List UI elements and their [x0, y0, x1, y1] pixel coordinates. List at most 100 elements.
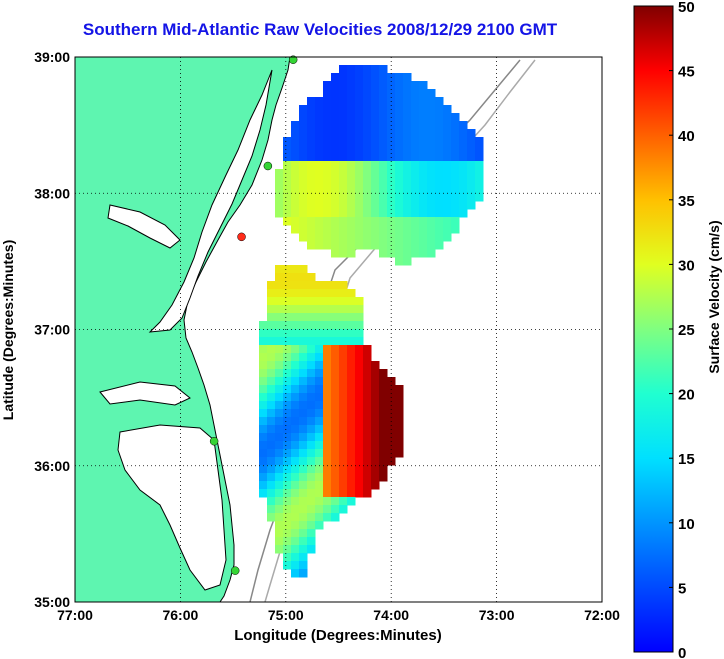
velocity-cell	[323, 417, 332, 426]
velocity-cell	[347, 441, 356, 450]
velocity-cell	[427, 105, 436, 114]
velocity-cell	[347, 177, 356, 186]
velocity-cell	[315, 289, 324, 298]
velocity-cell	[283, 281, 292, 290]
velocity-cell	[347, 153, 356, 162]
y-axis-label: Latitude (Degrees:Minutes)	[0, 240, 16, 420]
velocity-cell	[347, 121, 356, 130]
velocity-cell	[259, 457, 268, 466]
velocity-cell	[355, 297, 364, 306]
velocity-cell	[283, 137, 292, 146]
velocity-cell	[355, 209, 364, 218]
velocity-cell	[299, 273, 308, 282]
colorbar-tick-label: 35	[678, 193, 695, 210]
velocity-cell	[331, 297, 340, 306]
velocity-cell	[347, 417, 356, 426]
velocity-cell	[291, 289, 300, 298]
velocity-cell	[347, 457, 356, 466]
velocity-cell	[299, 177, 308, 186]
velocity-cell	[331, 489, 340, 498]
velocity-cell	[283, 561, 292, 570]
velocity-cell	[347, 385, 356, 394]
velocity-cell	[291, 321, 300, 330]
velocity-cell	[339, 409, 348, 418]
velocity-cell	[395, 89, 404, 98]
velocity-cell	[443, 177, 452, 186]
velocity-cell	[323, 177, 332, 186]
velocity-cell	[331, 497, 340, 506]
velocity-cell	[363, 369, 372, 378]
velocity-cell	[363, 457, 372, 466]
velocity-cell	[291, 449, 300, 458]
velocity-cell	[355, 121, 364, 130]
velocity-cell	[347, 201, 356, 210]
velocity-cell	[275, 265, 284, 274]
velocity-cell	[307, 537, 316, 546]
velocity-cell	[307, 241, 316, 250]
velocity-cell	[459, 201, 468, 210]
velocity-cell	[379, 433, 388, 442]
velocity-cell	[395, 153, 404, 162]
velocity-cell	[291, 377, 300, 386]
velocity-cell	[283, 377, 292, 386]
velocity-cell	[339, 129, 348, 138]
y-tick-label: 36:00	[34, 458, 70, 474]
velocity-cell	[411, 233, 420, 242]
velocity-cell	[283, 457, 292, 466]
velocity-cell	[323, 489, 332, 498]
velocity-cell	[363, 153, 372, 162]
velocity-cell	[451, 137, 460, 146]
velocity-cell	[315, 489, 324, 498]
velocity-cell	[331, 217, 340, 226]
y-tick-label: 38:00	[34, 185, 70, 201]
velocity-cell	[355, 169, 364, 178]
velocity-cell	[339, 489, 348, 498]
velocity-cell	[347, 249, 356, 258]
velocity-cell	[411, 241, 420, 250]
velocity-cell	[315, 345, 324, 354]
velocity-cell	[379, 81, 388, 90]
velocity-cell	[419, 81, 428, 90]
velocity-cell	[291, 465, 300, 474]
velocity-cell	[283, 433, 292, 442]
velocity-cell	[395, 185, 404, 194]
velocity-cell	[339, 137, 348, 146]
velocity-cell	[363, 241, 372, 250]
velocity-cell	[435, 217, 444, 226]
velocity-cell	[371, 153, 380, 162]
velocity-cell	[371, 209, 380, 218]
velocity-cell	[299, 457, 308, 466]
velocity-cell	[331, 345, 340, 354]
velocity-cell	[323, 401, 332, 410]
velocity-cell	[467, 193, 476, 202]
velocity-cell	[427, 177, 436, 186]
velocity-cell	[339, 505, 348, 514]
velocity-cell	[363, 385, 372, 394]
velocity-cell	[291, 121, 300, 130]
velocity-cell	[355, 233, 364, 242]
velocity-cell	[339, 321, 348, 330]
velocity-cell	[451, 201, 460, 210]
velocity-cell	[291, 433, 300, 442]
velocity-cell	[299, 353, 308, 362]
velocity-cell	[363, 169, 372, 178]
velocity-cell	[363, 465, 372, 474]
velocity-cell	[339, 177, 348, 186]
velocity-cell	[427, 233, 436, 242]
velocity-cell	[371, 449, 380, 458]
velocity-cell	[339, 121, 348, 130]
velocity-cell	[315, 393, 324, 402]
velocity-cell	[299, 449, 308, 458]
velocity-cell	[443, 201, 452, 210]
velocity-cell	[363, 201, 372, 210]
velocity-cell	[275, 425, 284, 434]
velocity-cell	[435, 225, 444, 234]
velocity-cell	[347, 393, 356, 402]
velocity-cell	[363, 377, 372, 386]
velocity-cell	[299, 297, 308, 306]
velocity-cell	[291, 497, 300, 506]
velocity-cell	[307, 113, 316, 122]
velocity-cell	[355, 65, 364, 74]
velocity-cell	[355, 137, 364, 146]
x-tick-label: 76:00	[162, 607, 198, 623]
